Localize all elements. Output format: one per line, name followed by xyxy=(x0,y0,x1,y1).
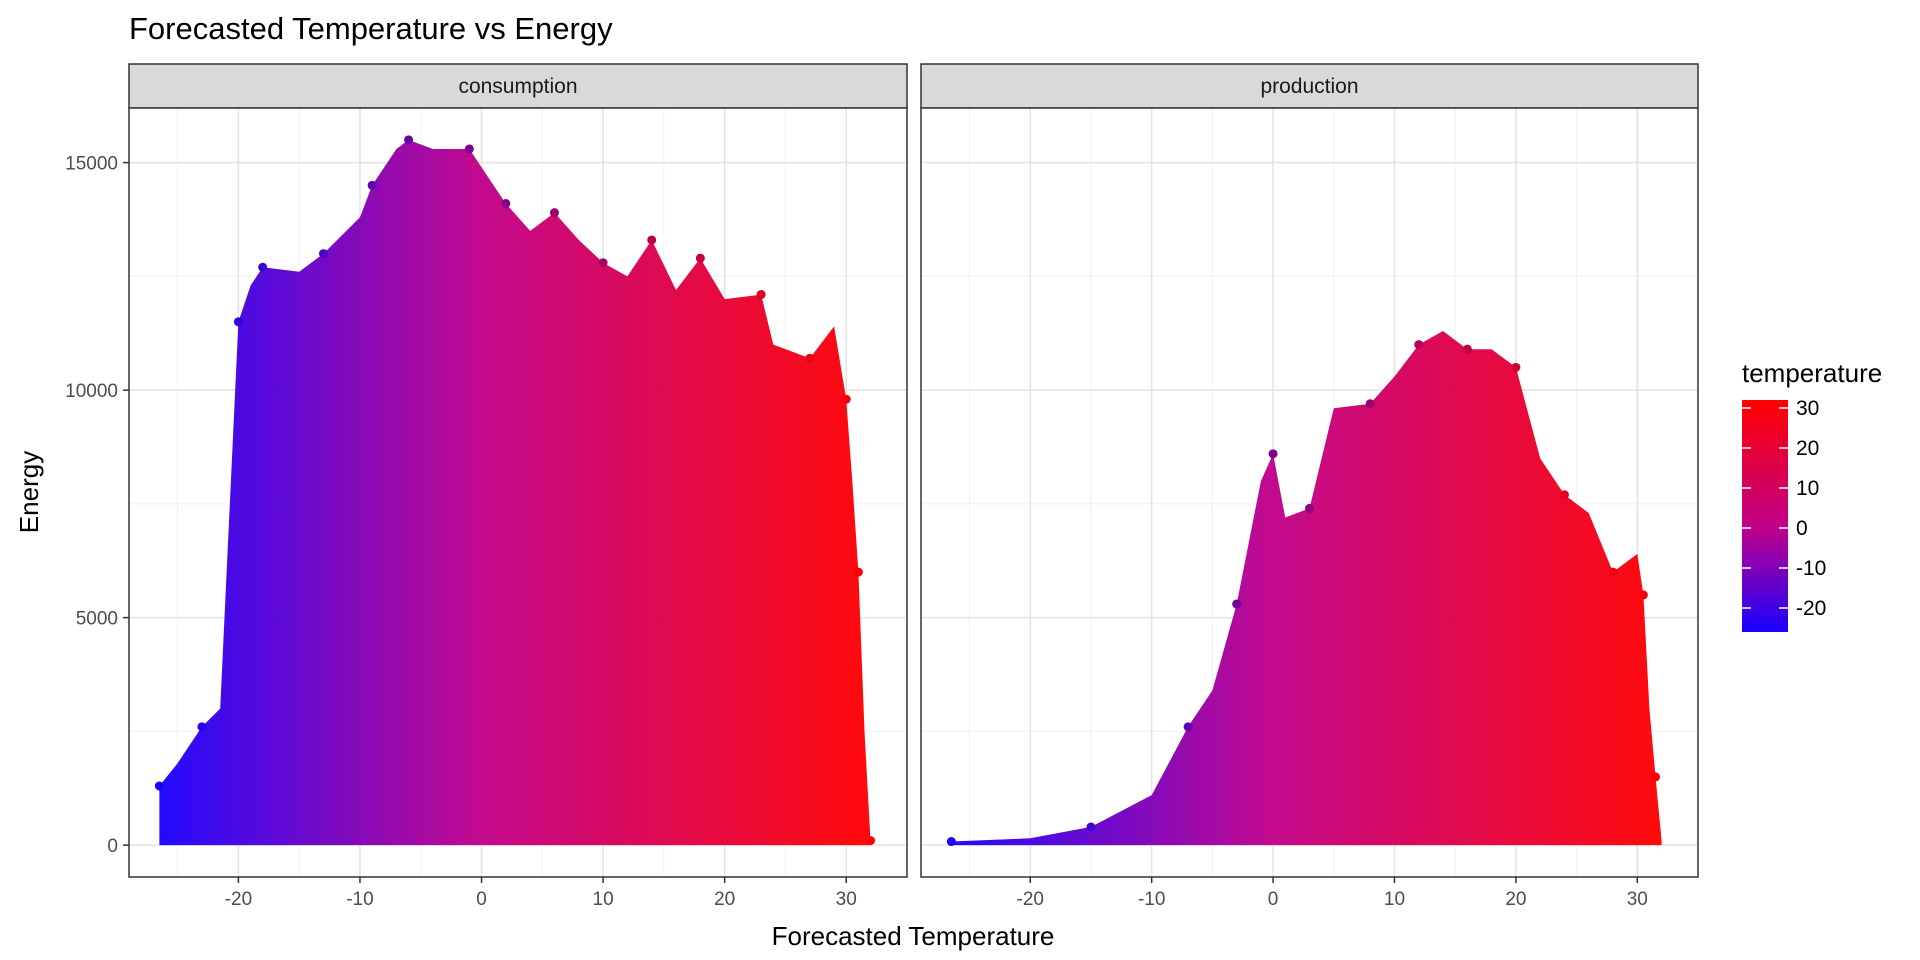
scatter-point xyxy=(853,567,863,577)
facet-strip-label: consumption xyxy=(458,75,577,98)
y-tick-label: 5000 xyxy=(76,609,118,630)
scatter-points-consumption xyxy=(159,139,871,846)
scatter-point xyxy=(946,837,956,847)
scatter-point xyxy=(1462,344,1472,354)
scatter-point xyxy=(319,249,328,259)
panel-border xyxy=(920,107,1699,878)
scatter-point xyxy=(501,199,511,209)
scatter-point xyxy=(464,144,474,154)
scatter-point xyxy=(1232,599,1242,609)
legend-tick-label: 0 xyxy=(1796,517,1808,540)
scatter-point xyxy=(1651,772,1661,782)
scatter-point xyxy=(805,353,815,363)
scatter-point xyxy=(647,235,657,245)
scatter-point xyxy=(1511,362,1521,372)
legend-tick-label: 20 xyxy=(1796,437,1819,460)
scatter-point xyxy=(549,208,559,218)
x-tick-label: 0 xyxy=(1268,889,1279,910)
y-tick-label: 10000 xyxy=(65,381,118,402)
x-axis-label: Forecasted Temperature xyxy=(772,921,1055,951)
scatter-point xyxy=(367,180,377,190)
panel-production: production -20 -10 0 10 20 30 xyxy=(920,63,1699,910)
x-tick-label: -20 xyxy=(1017,889,1044,910)
facet-strip xyxy=(128,63,908,109)
scatter-point xyxy=(258,262,268,272)
x-tick-label: 20 xyxy=(714,889,735,910)
y-tick-label: 0 xyxy=(107,836,118,857)
x-tick-label: -10 xyxy=(1138,889,1165,910)
panel-border xyxy=(128,107,908,878)
legend-title: temperature xyxy=(1742,358,1882,388)
x-tick-label: 10 xyxy=(593,889,614,910)
scatter-point xyxy=(1183,722,1193,732)
scatter-point xyxy=(1086,822,1096,832)
x-tick-label: 30 xyxy=(836,889,857,910)
x-tick-label: 30 xyxy=(1627,889,1648,910)
facet-strip xyxy=(920,63,1699,109)
scatter-point xyxy=(154,781,164,791)
y-tick-label: 15000 xyxy=(65,154,118,175)
scatter-point xyxy=(1414,340,1424,350)
legend-tick-label: -10 xyxy=(1796,557,1826,580)
scatter-point xyxy=(1365,399,1375,409)
scatter-point xyxy=(197,722,207,732)
y-axis-label: Energy xyxy=(14,451,44,533)
scatter-point xyxy=(598,258,608,268)
scatter-point xyxy=(695,253,705,263)
legend-tick-label: 30 xyxy=(1796,397,1819,420)
x-tick-label: -10 xyxy=(346,889,373,910)
x-tick-label: 20 xyxy=(1505,889,1526,910)
legend-tick-label: -20 xyxy=(1796,597,1826,620)
scatter-point xyxy=(1638,590,1648,600)
legend-colorbar xyxy=(1742,400,1788,632)
facet-panels: consumption -20 -10 0 10 20 30 0 5000 10000 15000 p… xyxy=(65,63,1699,910)
chart-title: Forecasted Temperature vs Energy xyxy=(129,11,613,46)
scatter-point xyxy=(233,317,243,327)
legend-tick-label: 10 xyxy=(1796,477,1819,500)
scatter-points-production xyxy=(951,331,1662,846)
scatter-point xyxy=(1268,449,1278,459)
panel-consumption: consumption -20 -10 0 10 20 30 0 5000 10000 15000 xyxy=(65,63,908,910)
x-tick-label: 10 xyxy=(1384,889,1405,910)
scatter-point xyxy=(1559,490,1569,500)
legend-ticks: -20 -10 0 10 20 30 xyxy=(1742,397,1826,620)
scatter-point xyxy=(1608,567,1618,577)
scatter-point xyxy=(841,394,851,404)
facet-strip-label: production xyxy=(1260,75,1358,98)
scatter-point xyxy=(756,290,766,300)
scatter-point xyxy=(1305,503,1314,513)
scatter-point xyxy=(866,836,876,846)
scatter-point xyxy=(404,135,414,145)
x-tick-label: 0 xyxy=(476,889,487,910)
color-legend: temperature -20 -10 0 10 20 30 xyxy=(1742,358,1882,632)
x-tick-label: -20 xyxy=(225,889,252,910)
